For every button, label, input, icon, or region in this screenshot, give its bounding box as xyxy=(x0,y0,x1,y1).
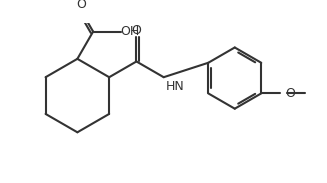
Text: O: O xyxy=(76,0,86,11)
Text: O: O xyxy=(285,87,295,100)
Text: O: O xyxy=(131,24,141,37)
Text: HN: HN xyxy=(165,80,184,93)
Text: OH: OH xyxy=(120,25,139,38)
